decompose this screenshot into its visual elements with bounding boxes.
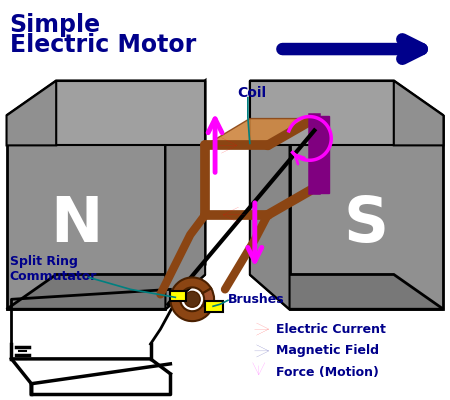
Polygon shape: [394, 81, 443, 145]
Polygon shape: [250, 81, 289, 309]
Polygon shape: [250, 81, 443, 116]
Polygon shape: [166, 81, 205, 289]
Polygon shape: [56, 81, 205, 145]
Polygon shape: [205, 118, 315, 145]
Text: N: N: [50, 195, 102, 255]
Polygon shape: [250, 274, 443, 309]
Text: Electric Current: Electric Current: [276, 322, 386, 336]
Text: Magnetic Field: Magnetic Field: [276, 344, 378, 358]
Polygon shape: [166, 81, 205, 309]
Polygon shape: [7, 116, 166, 309]
Wedge shape: [171, 278, 211, 321]
Text: Coil: Coil: [237, 86, 266, 100]
Polygon shape: [289, 116, 443, 309]
Circle shape: [184, 291, 200, 307]
Text: Simple: Simple: [9, 13, 101, 37]
Polygon shape: [7, 274, 205, 309]
Text: Force (Motion): Force (Motion): [276, 366, 378, 379]
Polygon shape: [250, 81, 394, 145]
Polygon shape: [315, 116, 329, 193]
Text: Electric Motor: Electric Motor: [9, 33, 196, 57]
FancyBboxPatch shape: [205, 301, 223, 312]
Text: Split Ring
Commutator: Split Ring Commutator: [9, 255, 97, 283]
Text: Brushes: Brushes: [228, 293, 284, 306]
FancyBboxPatch shape: [171, 291, 186, 301]
Text: S: S: [343, 195, 389, 255]
Polygon shape: [7, 81, 56, 145]
Polygon shape: [7, 81, 205, 116]
Wedge shape: [202, 288, 214, 310]
